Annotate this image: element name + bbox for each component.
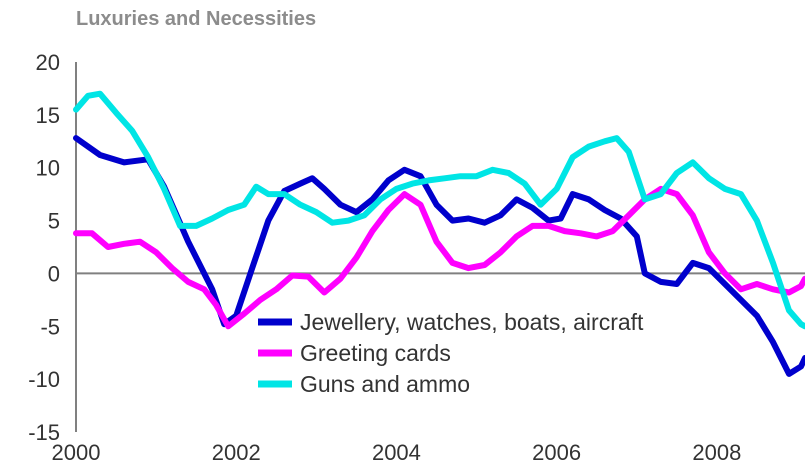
legend-label: Greeting cards xyxy=(300,340,451,366)
series-line-2 xyxy=(73,185,805,330)
y-tick-label: -10 xyxy=(28,367,60,392)
y-tick-label: -15 xyxy=(28,420,60,445)
series-line-1 xyxy=(73,135,805,377)
legend-label: Jewellery, watches, boats, aircraft xyxy=(300,309,644,335)
x-tick-label: 2006 xyxy=(532,440,581,465)
y-axis: 20 15 10 5 0 -5 -10 -15 xyxy=(28,50,77,445)
x-tick-label: 2002 xyxy=(212,440,261,465)
y-tick-label: 15 xyxy=(36,103,60,128)
y-tick-label: 0 xyxy=(48,261,60,286)
y-tick-label: 20 xyxy=(36,50,60,75)
legend-label: Guns and ammo xyxy=(300,371,470,397)
series-line-3 xyxy=(73,90,805,330)
y-tick-label: 10 xyxy=(36,156,60,181)
legend: Jewellery, watches, boats, aircraft Greet… xyxy=(258,309,644,397)
y-tick-label: -5 xyxy=(40,314,60,339)
x-tick-label: 2004 xyxy=(372,440,421,465)
chart-title: Luxuries and Necessities xyxy=(76,8,317,30)
x-axis: 2000 2002 2004 2006 2008 xyxy=(52,272,805,465)
y-tick-label: 5 xyxy=(48,209,60,234)
x-tick-label: 2008 xyxy=(692,440,741,465)
x-tick-label: 2000 xyxy=(52,440,101,465)
series-lines xyxy=(73,90,805,377)
